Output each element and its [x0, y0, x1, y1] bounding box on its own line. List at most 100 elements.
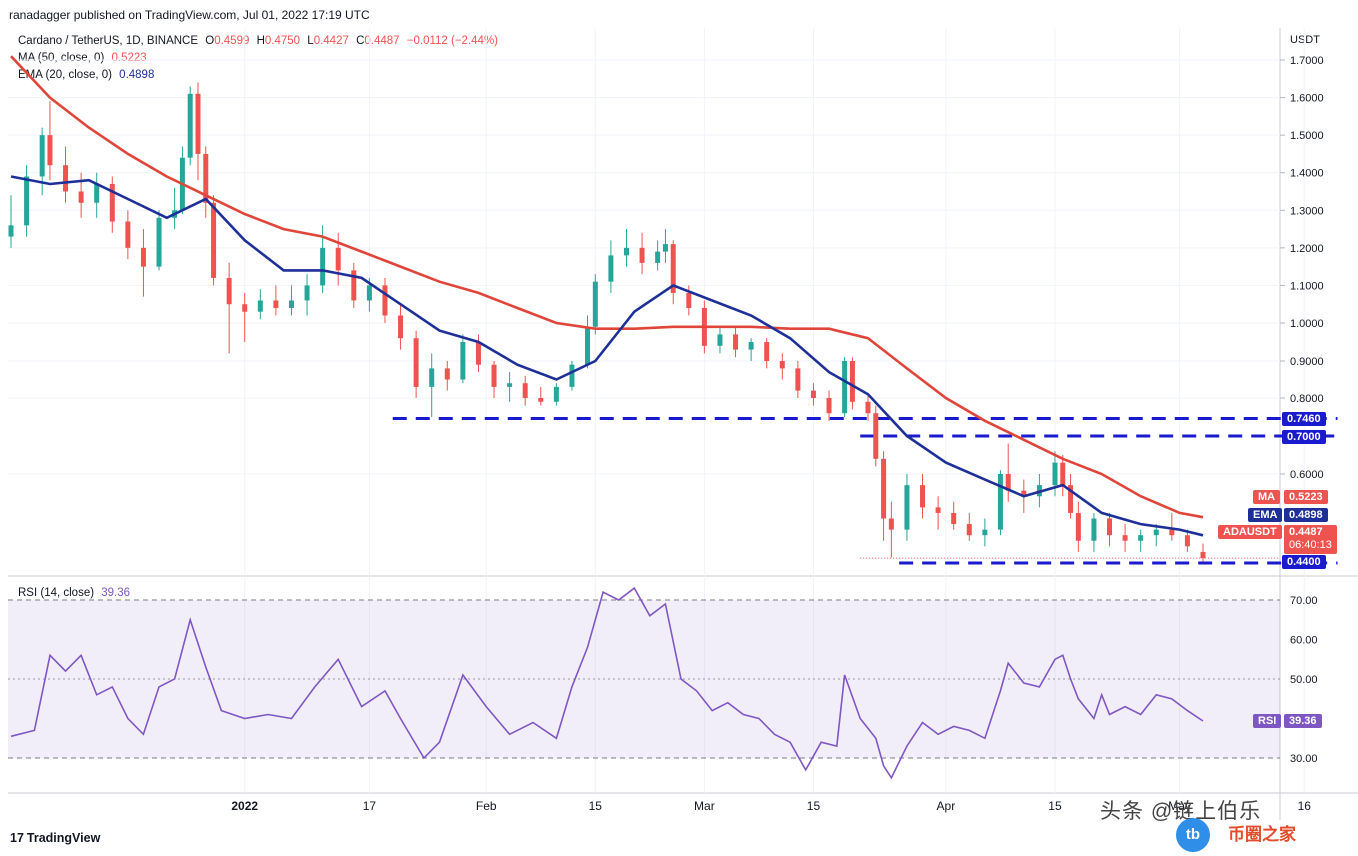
candle — [156, 210, 162, 271]
price-tick-label: 0.8000 — [1290, 393, 1324, 405]
candle — [125, 210, 131, 260]
rsi-legend-label: RSI (14, close) — [18, 587, 95, 599]
candle — [1005, 443, 1011, 502]
candle — [1107, 512, 1113, 547]
ohlc-low-label: L — [307, 35, 314, 47]
candle-body — [475, 342, 481, 365]
ma-legend[interactable]: MA (50, close, 0) 0.5223 — [18, 52, 147, 64]
candle-body — [273, 300, 279, 308]
candle-body — [935, 507, 941, 513]
candle-body — [608, 255, 614, 282]
symbol-title: Cardano / TetherUS, 1D, BINANCE — [18, 35, 199, 47]
candle — [764, 338, 770, 369]
candle — [273, 285, 279, 316]
support-resistance-levels — [392, 417, 1338, 565]
ema-legend-value: 0.4898 — [119, 69, 155, 81]
candle-body — [982, 529, 988, 536]
candle — [873, 405, 879, 467]
candle — [24, 165, 30, 237]
candle-body — [1021, 490, 1027, 497]
candle — [662, 229, 668, 263]
candle — [670, 240, 676, 305]
symbol-tag-label: ADAUSDT — [1218, 525, 1282, 539]
candle — [1200, 543, 1206, 562]
rsi-legend[interactable]: RSI (14, close) 39.36 — [18, 587, 130, 599]
candle-body — [779, 361, 785, 369]
ema-tag-label: EMA — [1248, 508, 1283, 522]
symbol-legend[interactable]: Cardano / TetherUS, 1D, BINANCE O0.4599 … — [18, 35, 498, 47]
candle-body — [1153, 529, 1159, 536]
rsi-pane: 70.00 60.00 50.00 30.00 — [8, 586, 1318, 780]
candle — [553, 383, 559, 406]
price-tick-label: 0.9000 — [1290, 356, 1324, 368]
time-tick-label: 15 — [1048, 799, 1062, 813]
candle — [592, 274, 598, 335]
candle — [351, 262, 357, 308]
candle-body — [733, 334, 739, 350]
candle — [8, 195, 14, 248]
candle-body — [655, 251, 661, 263]
candle — [78, 172, 84, 218]
candle — [257, 289, 263, 320]
candle-body — [717, 334, 723, 346]
time-tick-label: 15 — [589, 799, 603, 813]
candle — [1068, 474, 1074, 519]
candle — [623, 229, 629, 267]
candle — [717, 326, 723, 354]
ema-tag-value: 0.4898 — [1284, 508, 1328, 522]
candle-body — [429, 368, 435, 387]
candle-body — [1052, 462, 1058, 486]
candle — [179, 146, 185, 215]
symbol-tag-price: 0.4487 06:40:13 — [1284, 525, 1337, 554]
tradingview-logo[interactable]: 17 TradingView — [10, 831, 101, 845]
candle-body — [592, 281, 598, 327]
candle-body — [109, 183, 115, 222]
candle-body — [920, 485, 926, 508]
rsi-tick-label: 70.00 — [1290, 595, 1318, 607]
candle — [920, 474, 926, 519]
tradingview-logo-icon: 17 — [10, 831, 24, 845]
candle — [904, 474, 910, 541]
candle — [733, 326, 739, 358]
ohlc-close-label: C — [356, 35, 365, 47]
candle — [1075, 501, 1081, 552]
ema-legend[interactable]: EMA (20, close, 0) 0.4898 — [18, 69, 154, 81]
candle — [1169, 512, 1175, 541]
candle-body — [1005, 474, 1011, 491]
candle-body — [242, 304, 248, 312]
ohlc-open-label: O — [205, 35, 215, 47]
candle — [444, 361, 450, 391]
time-tick-label: 2022 — [231, 799, 258, 813]
candle-body — [1169, 529, 1175, 536]
candle-body — [553, 386, 559, 402]
candle-body — [156, 217, 162, 267]
candle — [966, 512, 972, 541]
candle — [304, 274, 310, 316]
time-tick-label: Mar — [694, 799, 715, 813]
ohlc-change: −0.0112 (−2.44%) — [406, 35, 498, 47]
rsi-axis: 70.00 60.00 50.00 30.00 — [1290, 595, 1318, 765]
candle-body — [826, 398, 832, 414]
candle — [997, 470, 1003, 536]
candle — [211, 195, 217, 286]
candle-body — [507, 383, 513, 387]
rsi-line — [10, 586, 1204, 780]
ma-tag-label: MA — [1253, 490, 1281, 504]
time-tick-label: Feb — [476, 799, 497, 813]
rsi-tag-label: RSI — [1253, 714, 1282, 728]
symbol-tag-value: 0.4487 — [1289, 526, 1323, 538]
candle — [172, 187, 178, 230]
candle-body — [460, 342, 466, 380]
candle-body — [78, 191, 84, 203]
candle-body — [1091, 518, 1097, 541]
candle — [203, 146, 209, 218]
candle — [810, 383, 816, 406]
candle — [951, 501, 957, 530]
candle-body — [522, 383, 528, 398]
candle — [779, 353, 785, 380]
candle-body — [764, 342, 770, 361]
ma-legend-label: MA (50, close, 0) — [18, 52, 105, 64]
candle-body — [569, 364, 575, 387]
candle-body — [125, 221, 131, 248]
